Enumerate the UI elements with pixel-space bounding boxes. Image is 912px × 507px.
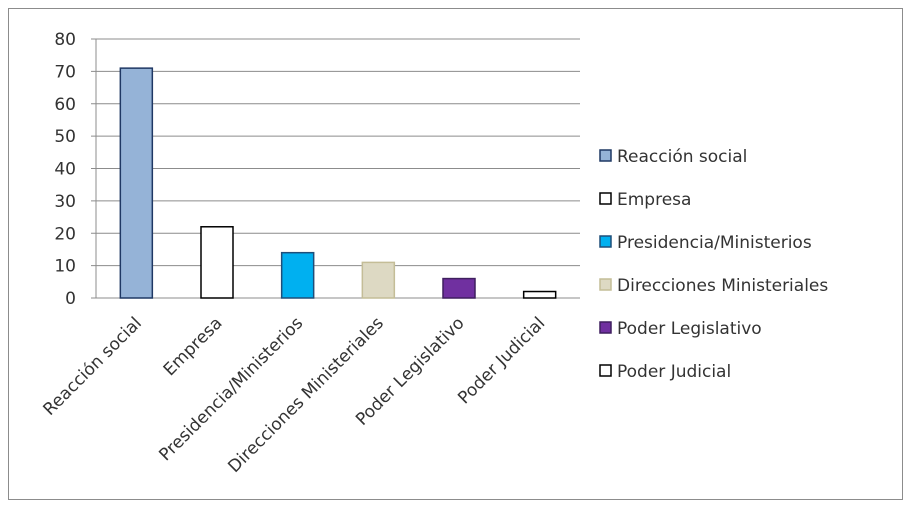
x-tick-label: Direcciones Ministeriales [224,313,388,477]
legend-label: Presidencia/Ministerios [617,233,812,253]
bars [119,67,557,299]
y-tick-label: 70 [54,62,76,82]
y-tick-label: 30 [54,192,76,212]
y-tick-label: 50 [54,127,76,147]
legend-label: Reacción social [617,147,747,167]
legend-swatch [599,321,612,334]
bar-reacci-n-social [119,67,154,299]
legend-swatch [599,192,612,205]
legend-swatch [599,149,612,162]
chart-area [8,8,903,500]
bar-poder-legislativo [442,277,476,299]
legend-label: Empresa [617,190,691,210]
bar-empresa [200,226,234,299]
legend-swatch [599,278,612,291]
bar-direcciones-ministeriales [361,261,396,299]
x-tick-label: Presidencia/Ministerios [155,313,307,465]
x-tick-labels: Reacción social EmpresaPresidencia/Minist… [40,313,550,477]
y-tick-label: 0 [65,289,76,309]
y-tick-label: 10 [54,257,76,277]
legend-swatch [599,235,612,248]
x-tick-label: Empresa [160,313,227,380]
legend-label: Direcciones Ministeriales [617,276,828,296]
x-tick-label: Poder Judicial [454,313,549,408]
x-tick-label: Reacción social [40,313,146,419]
y-tick-labels: 0 10 20 30 40 50 60 70 80 [54,30,76,309]
legend-label: Poder Judicial [617,362,731,382]
legend-label: Poder Legislativo [617,319,762,339]
y-tick-label: 60 [54,95,76,115]
y-tick-label: 20 [54,224,76,244]
legend: Reacción social Empresa Presidencia/Minist… [599,147,828,382]
y-tick-label: 40 [54,160,76,180]
legend-swatch [599,364,612,377]
y-tick-label: 80 [54,30,76,50]
bar-presidencia-ministerios [280,251,315,299]
bar-poder-judicial [522,290,557,299]
axes [91,38,580,299]
gridlines [96,38,580,267]
